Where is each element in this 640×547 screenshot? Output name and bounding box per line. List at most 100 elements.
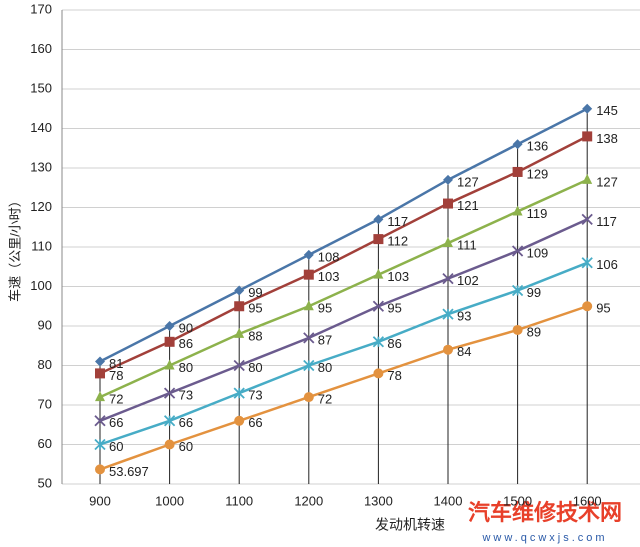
marker <box>372 300 385 312</box>
value-label: 95 <box>318 301 332 316</box>
marker <box>372 336 385 348</box>
value-label: 60 <box>109 439 123 454</box>
marker <box>94 415 106 427</box>
value-label: 102 <box>457 273 479 288</box>
value-label: 106 <box>596 257 618 272</box>
value-label: 127 <box>457 174 479 189</box>
marker <box>95 368 105 379</box>
marker <box>94 438 106 451</box>
x-tick-label: 1400 <box>434 493 463 508</box>
y-tick-label: 150 <box>30 80 52 95</box>
marker <box>443 174 453 185</box>
x-tick-label: 1000 <box>155 493 184 508</box>
marker <box>581 213 593 225</box>
marker <box>442 308 454 320</box>
x-tick-label: 1600 <box>573 493 602 508</box>
x-axis-title: 发动机转速 <box>375 517 445 533</box>
marker <box>163 387 176 399</box>
marker <box>443 237 453 248</box>
series-line <box>99 107 588 363</box>
marker <box>581 257 593 269</box>
marker <box>582 131 593 142</box>
marker <box>95 391 105 402</box>
value-label: 81 <box>109 356 123 371</box>
marker <box>234 415 245 426</box>
marker <box>512 139 523 150</box>
marker <box>303 249 314 260</box>
value-label: 136 <box>527 139 549 154</box>
value-label: 99 <box>248 285 262 300</box>
value-label: 80 <box>318 360 332 375</box>
marker <box>443 198 453 209</box>
x-tick-label: 900 <box>89 493 111 508</box>
value-label: 119 <box>527 206 548 221</box>
series-line <box>99 305 588 471</box>
marker <box>511 284 524 297</box>
marker <box>512 324 523 335</box>
value-label: 103 <box>387 269 409 284</box>
value-label: 86 <box>179 336 193 351</box>
y-tick-label: 130 <box>30 159 52 174</box>
y-tick-label: 100 <box>30 278 52 293</box>
value-label: 129 <box>527 166 549 181</box>
marker <box>234 327 245 338</box>
series-line <box>99 261 588 446</box>
value-label: 103 <box>318 269 340 284</box>
value-label: 80 <box>179 360 193 375</box>
value-label: 84 <box>457 344 471 359</box>
y-tick-label: 70 <box>38 396 52 411</box>
y-tick-label: 50 <box>38 475 52 490</box>
marker <box>582 173 593 184</box>
value-label: 60 <box>179 439 193 454</box>
y-axis-title: 车速（公里/小时） <box>7 194 22 302</box>
value-label: 112 <box>387 234 408 249</box>
value-label: 87 <box>318 332 332 347</box>
marker <box>163 415 176 427</box>
marker <box>303 392 314 403</box>
value-label: 88 <box>248 328 262 343</box>
value-label: 80 <box>248 360 262 375</box>
marker <box>95 356 105 367</box>
value-label: 111 <box>457 237 477 252</box>
value-label: 53.697 <box>109 464 149 479</box>
marker <box>95 464 105 475</box>
value-label: 93 <box>457 309 471 324</box>
marker <box>233 387 245 399</box>
value-label: 66 <box>179 415 193 430</box>
marker <box>511 245 524 257</box>
x-tick-label: 1500 <box>503 493 532 508</box>
marker <box>164 439 175 450</box>
x-tick-label: 1100 <box>225 493 253 508</box>
marker <box>303 269 314 280</box>
marker <box>303 359 315 372</box>
value-label: 73 <box>248 388 262 403</box>
marker <box>373 368 384 379</box>
value-label: 89 <box>527 324 541 339</box>
marker <box>512 166 523 177</box>
value-label: 90 <box>179 320 193 335</box>
marker <box>443 344 453 355</box>
value-label: 72 <box>318 392 332 407</box>
marker <box>512 205 523 216</box>
value-label: 117 <box>596 214 617 229</box>
value-label: 95 <box>387 301 401 316</box>
value-label: 66 <box>248 415 262 430</box>
y-tick-label: 90 <box>38 317 52 332</box>
value-label: 109 <box>527 245 549 260</box>
y-tick-label: 170 <box>30 1 52 16</box>
value-label: 86 <box>387 336 401 351</box>
x-tick-label: 1300 <box>364 493 393 508</box>
x-tick-label: 1200 <box>294 493 323 508</box>
series-line <box>99 135 588 375</box>
grid <box>62 9 640 485</box>
value-label: 138 <box>596 131 618 146</box>
y-tick-label: 140 <box>30 120 52 135</box>
marker <box>582 103 593 114</box>
y-tick-label: 160 <box>30 41 52 56</box>
marker <box>442 272 454 285</box>
value-label: 127 <box>596 174 618 189</box>
value-label: 121 <box>457 198 479 213</box>
value-label: 72 <box>109 392 123 407</box>
